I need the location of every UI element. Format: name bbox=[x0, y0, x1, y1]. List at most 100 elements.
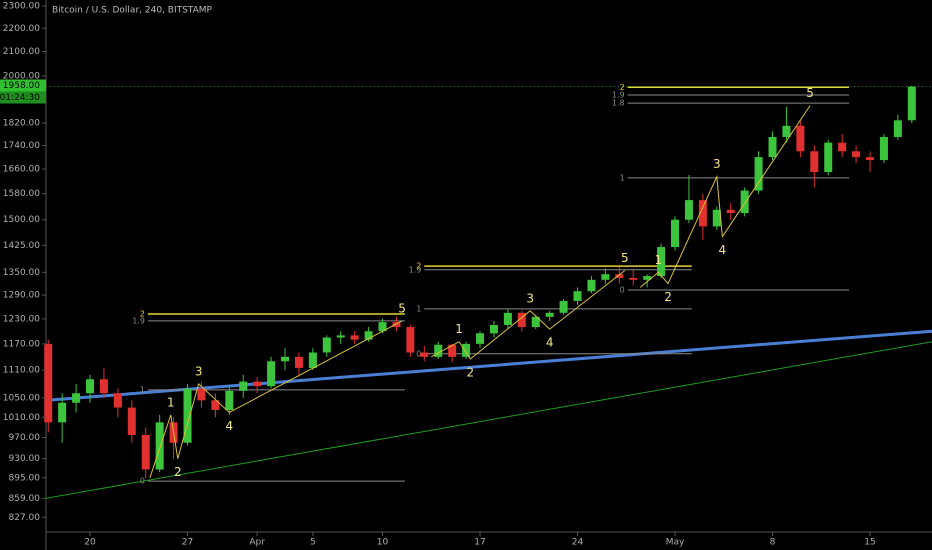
wave-label: 4 bbox=[719, 243, 727, 257]
x-tick-label: 27 bbox=[182, 538, 193, 548]
y-tick-label: 2200.00 bbox=[3, 24, 40, 34]
x-tick-label: 15 bbox=[864, 538, 875, 548]
candle-body bbox=[852, 151, 861, 158]
x-tick-label: Apr bbox=[249, 538, 265, 548]
wave-label: 1 bbox=[654, 253, 662, 267]
wave-label: 3 bbox=[526, 291, 534, 305]
candle-body bbox=[879, 136, 888, 161]
y-tick-label: 1500.00 bbox=[3, 215, 40, 225]
candle-body bbox=[113, 393, 122, 408]
candle-body bbox=[197, 388, 206, 401]
fib-label: 1.9 bbox=[132, 316, 145, 325]
wave-label: 3 bbox=[195, 364, 203, 378]
candle-body bbox=[726, 209, 735, 214]
candle-body bbox=[740, 190, 749, 214]
trendline bbox=[45, 329, 932, 402]
candle-body bbox=[434, 344, 443, 357]
candle-body bbox=[559, 300, 568, 313]
wave-label: 4 bbox=[546, 336, 554, 350]
candle-body bbox=[294, 356, 303, 368]
candle-body bbox=[810, 151, 819, 173]
y-tick-label: 930.00 bbox=[9, 454, 41, 464]
y-tick-label: 1740.00 bbox=[3, 141, 40, 151]
candle-body bbox=[601, 274, 610, 280]
wave-label: 5 bbox=[806, 86, 814, 100]
candle-body bbox=[336, 335, 345, 338]
candle-body bbox=[824, 142, 833, 173]
fib-label: 2 bbox=[416, 262, 421, 271]
fib-label: 2 bbox=[140, 310, 145, 319]
candle-body bbox=[183, 388, 192, 443]
fib-label: 1.9 bbox=[409, 265, 422, 274]
candle-body bbox=[155, 422, 164, 470]
y-tick-label: 2100.00 bbox=[3, 47, 40, 57]
wave-label: 2 bbox=[664, 290, 672, 304]
y-tick-label: 1580.00 bbox=[3, 189, 40, 199]
y-tick-label: 827.00 bbox=[9, 513, 41, 523]
candle-body bbox=[712, 209, 721, 227]
y-tick-label: 2000.00 bbox=[3, 71, 40, 81]
y-tick-label: 2300.00 bbox=[3, 2, 40, 12]
candle-body bbox=[838, 142, 847, 152]
candle-body bbox=[615, 274, 624, 278]
candle-body bbox=[267, 361, 276, 387]
y-tick-label: 1110.00 bbox=[3, 366, 40, 376]
wave-path bbox=[431, 270, 626, 360]
x-tick-label: 5 bbox=[310, 538, 316, 548]
candle-body bbox=[531, 316, 540, 328]
candle-body bbox=[99, 379, 108, 394]
candle-body bbox=[866, 157, 875, 161]
candle-body bbox=[392, 322, 401, 328]
y-tick-label: 1290.00 bbox=[3, 291, 40, 301]
candle-body bbox=[573, 291, 582, 301]
candle-body bbox=[364, 331, 373, 340]
fib-label: 1 bbox=[416, 304, 421, 313]
y-tick-label: 1050.00 bbox=[3, 393, 40, 403]
candle-body bbox=[322, 337, 331, 353]
candle-body bbox=[448, 344, 457, 357]
candle-body bbox=[406, 327, 415, 353]
wave-label: 4 bbox=[225, 419, 233, 433]
fib-label: 1 bbox=[620, 173, 625, 182]
y-tick-label: 1230.00 bbox=[3, 314, 40, 324]
x-tick-label: 17 bbox=[474, 538, 485, 548]
candle-body bbox=[796, 125, 805, 152]
fib-label: 0 bbox=[140, 477, 145, 486]
y-tick-label: 970.00 bbox=[9, 433, 41, 443]
candle-body bbox=[907, 86, 916, 121]
wave-label: 2 bbox=[174, 465, 182, 479]
candle-body bbox=[462, 343, 471, 357]
candle-body bbox=[86, 379, 95, 394]
candle-body bbox=[44, 343, 53, 423]
wave-label: 1 bbox=[167, 395, 175, 409]
fib-label: 1 bbox=[140, 385, 145, 394]
y-tick-label: 1170.00 bbox=[3, 339, 40, 349]
chart-title: Bitcoin / U.S. Dollar, 240, BITSTAMP bbox=[52, 6, 213, 16]
candle-body bbox=[350, 335, 359, 340]
y-tick-label: 1660.00 bbox=[3, 165, 40, 175]
candle-body bbox=[476, 333, 485, 344]
candle-body bbox=[378, 322, 387, 332]
wave-label: 5 bbox=[398, 301, 406, 315]
y-tick-label: 859.00 bbox=[9, 494, 41, 504]
x-tick-label: 10 bbox=[377, 538, 389, 548]
candle-body bbox=[671, 219, 680, 248]
fib-label: 0 bbox=[416, 349, 421, 358]
wave-label: 3 bbox=[713, 157, 721, 171]
fib-label: 1.9 bbox=[612, 91, 625, 100]
wave-label: 2 bbox=[466, 366, 474, 380]
fib-label: 1.8 bbox=[612, 99, 625, 108]
candle-body bbox=[239, 381, 248, 391]
candle-body bbox=[587, 279, 596, 292]
candle-body bbox=[58, 402, 67, 423]
y-tick-label: 895.00 bbox=[9, 473, 41, 483]
x-tick-label: 8 bbox=[770, 538, 776, 548]
candle-body bbox=[782, 125, 791, 137]
candle-body bbox=[489, 325, 498, 334]
candle-body bbox=[684, 200, 693, 220]
y-tick-label: 1425.00 bbox=[3, 241, 40, 251]
fib-label: 2 bbox=[620, 83, 625, 92]
x-tick-label: 20 bbox=[84, 538, 96, 548]
